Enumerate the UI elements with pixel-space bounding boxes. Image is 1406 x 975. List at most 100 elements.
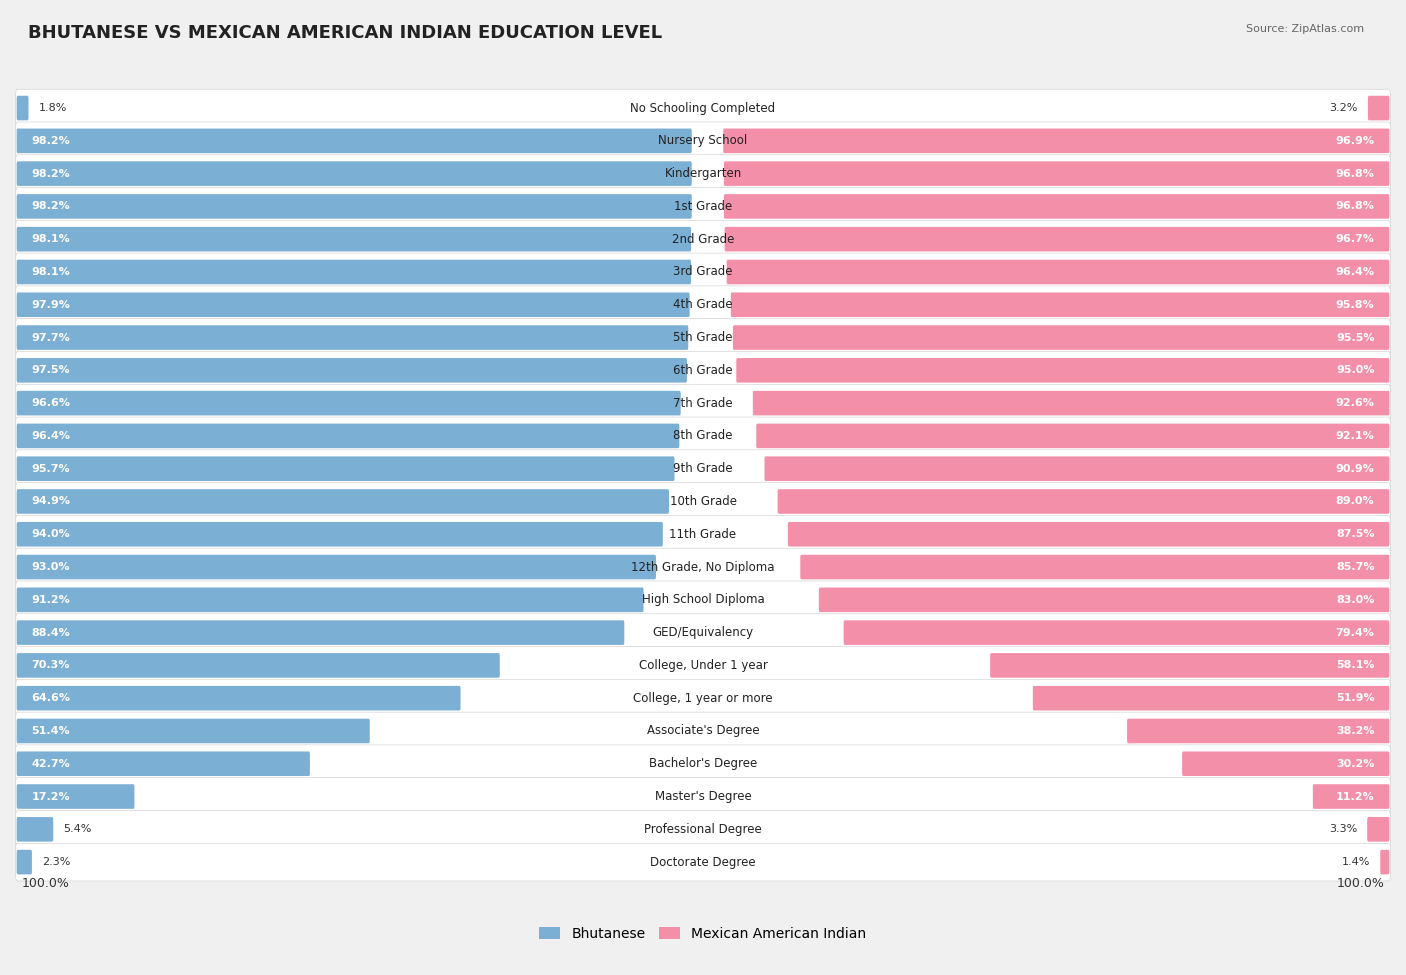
FancyBboxPatch shape: [727, 259, 1389, 285]
FancyBboxPatch shape: [15, 613, 1391, 651]
Text: 97.5%: 97.5%: [31, 366, 70, 375]
FancyBboxPatch shape: [15, 810, 1391, 848]
FancyBboxPatch shape: [17, 194, 692, 218]
FancyBboxPatch shape: [723, 129, 1389, 153]
FancyBboxPatch shape: [17, 817, 53, 841]
Text: 98.1%: 98.1%: [31, 234, 70, 244]
FancyBboxPatch shape: [724, 161, 1389, 186]
Text: 100.0%: 100.0%: [1336, 877, 1384, 890]
Text: 58.1%: 58.1%: [1336, 660, 1375, 671]
FancyBboxPatch shape: [15, 286, 1391, 324]
Text: Source: ZipAtlas.com: Source: ZipAtlas.com: [1246, 24, 1364, 34]
Text: 30.2%: 30.2%: [1336, 759, 1375, 768]
Text: 96.8%: 96.8%: [1336, 202, 1375, 212]
FancyBboxPatch shape: [15, 516, 1391, 553]
FancyBboxPatch shape: [15, 122, 1391, 160]
FancyBboxPatch shape: [15, 384, 1391, 422]
FancyBboxPatch shape: [17, 489, 669, 514]
Text: Master's Degree: Master's Degree: [655, 790, 751, 803]
Text: GED/Equivalency: GED/Equivalency: [652, 626, 754, 639]
Text: 94.0%: 94.0%: [31, 529, 70, 539]
Text: 98.2%: 98.2%: [31, 136, 70, 146]
Text: 5th Grade: 5th Grade: [673, 332, 733, 344]
Text: 11th Grade: 11th Grade: [669, 527, 737, 541]
FancyBboxPatch shape: [17, 259, 690, 285]
FancyBboxPatch shape: [15, 351, 1391, 389]
Text: 95.7%: 95.7%: [31, 464, 70, 474]
FancyBboxPatch shape: [756, 423, 1389, 448]
Text: 38.2%: 38.2%: [1336, 726, 1375, 736]
FancyBboxPatch shape: [17, 227, 690, 252]
FancyBboxPatch shape: [15, 680, 1391, 717]
Text: 94.9%: 94.9%: [31, 496, 70, 506]
Text: 3.3%: 3.3%: [1329, 824, 1357, 835]
Text: 9th Grade: 9th Grade: [673, 462, 733, 475]
Text: 8th Grade: 8th Grade: [673, 429, 733, 443]
Text: 3.2%: 3.2%: [1330, 103, 1358, 113]
FancyBboxPatch shape: [1367, 817, 1389, 841]
FancyBboxPatch shape: [17, 292, 690, 317]
Text: 12th Grade, No Diploma: 12th Grade, No Diploma: [631, 561, 775, 573]
Text: 89.0%: 89.0%: [1336, 496, 1375, 506]
Text: College, Under 1 year: College, Under 1 year: [638, 659, 768, 672]
Text: 6th Grade: 6th Grade: [673, 364, 733, 376]
FancyBboxPatch shape: [733, 326, 1389, 350]
FancyBboxPatch shape: [17, 850, 32, 875]
FancyBboxPatch shape: [737, 358, 1389, 382]
FancyBboxPatch shape: [15, 89, 1391, 127]
FancyBboxPatch shape: [17, 96, 28, 120]
FancyBboxPatch shape: [17, 588, 644, 612]
FancyBboxPatch shape: [15, 548, 1391, 586]
Text: 70.3%: 70.3%: [31, 660, 70, 671]
Text: 96.7%: 96.7%: [1336, 234, 1375, 244]
Text: High School Diploma: High School Diploma: [641, 594, 765, 606]
Text: 96.8%: 96.8%: [1336, 169, 1375, 178]
FancyBboxPatch shape: [15, 220, 1391, 258]
Text: 92.6%: 92.6%: [1336, 398, 1375, 409]
Text: 100.0%: 100.0%: [22, 877, 70, 890]
Text: 96.9%: 96.9%: [1336, 136, 1375, 146]
FancyBboxPatch shape: [15, 449, 1391, 488]
FancyBboxPatch shape: [724, 194, 1389, 218]
FancyBboxPatch shape: [765, 456, 1389, 481]
Text: 97.7%: 97.7%: [31, 332, 70, 342]
Text: Nursery School: Nursery School: [658, 135, 748, 147]
Text: 95.5%: 95.5%: [1336, 332, 1375, 342]
Text: Kindergarten: Kindergarten: [665, 167, 741, 180]
Text: 2nd Grade: 2nd Grade: [672, 233, 734, 246]
Text: Bachelor's Degree: Bachelor's Degree: [650, 758, 756, 770]
Text: BHUTANESE VS MEXICAN AMERICAN INDIAN EDUCATION LEVEL: BHUTANESE VS MEXICAN AMERICAN INDIAN EDU…: [28, 24, 662, 42]
FancyBboxPatch shape: [1381, 850, 1389, 875]
FancyBboxPatch shape: [17, 358, 688, 382]
FancyBboxPatch shape: [15, 319, 1391, 357]
FancyBboxPatch shape: [778, 489, 1389, 514]
FancyBboxPatch shape: [17, 752, 309, 776]
FancyBboxPatch shape: [15, 843, 1391, 881]
Text: 3rd Grade: 3rd Grade: [673, 265, 733, 279]
FancyBboxPatch shape: [15, 581, 1391, 619]
FancyBboxPatch shape: [17, 555, 657, 579]
FancyBboxPatch shape: [15, 778, 1391, 815]
FancyBboxPatch shape: [752, 391, 1389, 415]
Text: 97.9%: 97.9%: [31, 299, 70, 310]
FancyBboxPatch shape: [15, 187, 1391, 225]
FancyBboxPatch shape: [17, 522, 662, 547]
Text: 98.2%: 98.2%: [31, 169, 70, 178]
FancyBboxPatch shape: [15, 155, 1391, 192]
Text: 87.5%: 87.5%: [1336, 529, 1375, 539]
FancyBboxPatch shape: [17, 685, 461, 711]
Text: 7th Grade: 7th Grade: [673, 397, 733, 410]
FancyBboxPatch shape: [15, 417, 1391, 454]
Text: 10th Grade: 10th Grade: [669, 495, 737, 508]
FancyBboxPatch shape: [15, 483, 1391, 521]
Text: 5.4%: 5.4%: [63, 824, 91, 835]
FancyBboxPatch shape: [17, 456, 675, 481]
Text: 96.6%: 96.6%: [31, 398, 70, 409]
Text: Associate's Degree: Associate's Degree: [647, 724, 759, 737]
FancyBboxPatch shape: [15, 745, 1391, 783]
Text: Professional Degree: Professional Degree: [644, 823, 762, 836]
FancyBboxPatch shape: [17, 653, 499, 678]
Text: 17.2%: 17.2%: [31, 792, 70, 801]
FancyBboxPatch shape: [1033, 685, 1389, 711]
Text: 83.0%: 83.0%: [1336, 595, 1375, 604]
